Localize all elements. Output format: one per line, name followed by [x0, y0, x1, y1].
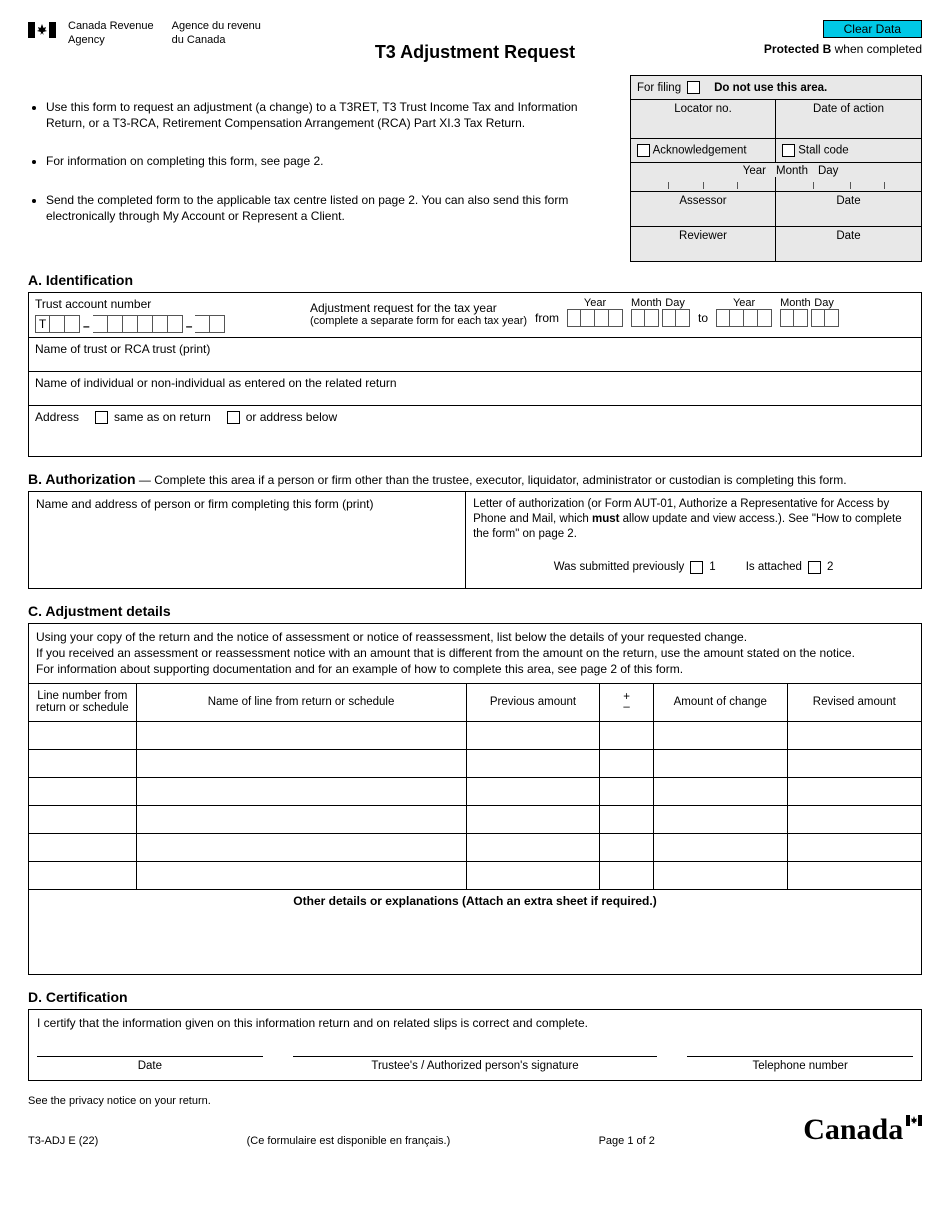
do-not-use-label: Do not use this area. [714, 82, 827, 94]
th-name: Name of line from return or schedule [136, 684, 466, 722]
section-a-heading: A. Identification [28, 272, 922, 288]
section-b-heading: B. Authorization — Complete this area if… [28, 471, 922, 487]
name-of-trust-field[interactable]: Name of trust or RCA trust (print) [29, 338, 921, 372]
th-pm: +– [600, 684, 654, 722]
locator-label: Locator no. [631, 100, 776, 138]
fb-day-label: Day [818, 165, 838, 177]
th-line: Line number from return or schedule [29, 684, 136, 722]
to-md-input[interactable] [780, 309, 839, 327]
from-md-input[interactable] [631, 309, 690, 327]
auth-name-address-field[interactable]: Name and address of person or firm compl… [29, 492, 466, 588]
name-of-trust-label: Name of trust or RCA trust (print) [35, 342, 915, 356]
stall-checkbox[interactable] [782, 144, 795, 157]
reviewer-date-label: Date [776, 227, 921, 261]
bullet-1: Use this form to request an adjustment (… [46, 99, 616, 131]
french-note: (Ce formulaire est disponible en françai… [247, 1135, 451, 1147]
table-row[interactable] [29, 750, 921, 778]
th-revised: Revised amount [787, 684, 921, 722]
protected-b-label: Protected B when completed [764, 42, 922, 56]
table-row[interactable] [29, 862, 921, 890]
table-row[interactable] [29, 806, 921, 834]
table-row[interactable] [29, 778, 921, 806]
address-label: Address [35, 410, 79, 424]
for-filing-checkbox[interactable] [687, 81, 700, 94]
adj-request-label: Adjustment request for the tax year [310, 301, 527, 315]
same-as-return-label: same as on return [114, 410, 211, 424]
reviewer-label: Reviewer [631, 227, 776, 261]
ack-label: Acknowledgement [653, 145, 747, 157]
canada-flag-icon [28, 22, 56, 38]
clear-data-button[interactable]: Clear Data [823, 20, 922, 38]
certify-text: I certify that the information given on … [37, 1016, 913, 1030]
agency-en-2: Agency [68, 34, 154, 48]
section-d-heading: D. Certification [28, 989, 922, 1005]
agency-names: Canada Revenue Agency Agence du revenu d… [68, 20, 261, 48]
trust-acct-label: Trust account number [35, 297, 290, 311]
privacy-notice: See the privacy notice on your return. [28, 1095, 922, 1107]
telephone-field[interactable]: Telephone number [687, 1056, 913, 1072]
intro-row: Use this form to request an adjustment (… [28, 75, 922, 262]
authorization-box: Name and address of person or firm compl… [28, 491, 922, 589]
agency-fr-1: Agence du revenu [172, 20, 261, 34]
from-year-input[interactable] [567, 309, 623, 327]
adjustment-instructions: Using your copy of the return and the no… [29, 624, 921, 684]
agency-logo-block: Canada Revenue Agency Agence du revenu d… [28, 20, 261, 48]
bullet-3: Send the completed form to the applicabl… [46, 192, 616, 224]
table-row[interactable] [29, 722, 921, 750]
page-number: Page 1 of 2 [599, 1135, 655, 1147]
address-below-checkbox[interactable] [227, 411, 240, 424]
footer: T3-ADJ E (22) (Ce formulaire est disponi… [28, 1113, 922, 1147]
th-change: Amount of change [653, 684, 787, 722]
page: Canada Revenue Agency Agence du revenu d… [0, 0, 950, 1157]
from-label: from [535, 311, 559, 327]
auth-name-label: Name and address of person or firm compl… [36, 497, 458, 511]
date-field[interactable]: Date [37, 1056, 263, 1072]
fb-month-label: Month [776, 165, 808, 177]
complete-separate-label: (complete a separate form for each tax y… [310, 315, 527, 327]
identification-box: Trust account number T – – Adjustment re… [28, 292, 922, 457]
filing-box: For filing Do not use this area. Locator… [630, 75, 922, 262]
signature-field[interactable]: Trustee's / Authorized person's signatur… [293, 1056, 658, 1072]
fb-md-ticks[interactable] [776, 177, 921, 191]
bullet-2: For information on completing this form,… [46, 153, 616, 169]
to-year-input[interactable] [716, 309, 772, 327]
canada-wordmark: Canada [803, 1113, 922, 1147]
same-as-return-checkbox[interactable] [95, 411, 108, 424]
assessor-label: Assessor [631, 192, 776, 226]
was-submitted-checkbox[interactable] [690, 561, 703, 574]
address-field[interactable]: Address same as on return or address bel… [29, 406, 921, 456]
adjustment-table: Line number from return or schedule Name… [29, 684, 921, 891]
to-label: to [698, 311, 708, 327]
address-below-label: or address below [246, 410, 337, 424]
is-attached-checkbox[interactable] [808, 561, 821, 574]
section-c-heading: C. Adjustment details [28, 603, 922, 619]
date-action-label: Date of action [776, 100, 921, 138]
intro-bullets: Use this form to request an adjustment (… [28, 75, 616, 246]
adjustment-box: Using your copy of the return and the no… [28, 623, 922, 975]
th-prev: Previous amount [466, 684, 600, 722]
agency-en-1: Canada Revenue [68, 20, 154, 34]
assessor-date-label: Date [776, 192, 921, 226]
trust-acct-input[interactable]: T – – [35, 313, 290, 333]
fb-year-label: Year [637, 165, 776, 177]
agency-fr-2: du Canada [172, 34, 261, 48]
for-filing-label: For filing [637, 82, 681, 94]
name-individual-field[interactable]: Name of individual or non-individual as … [29, 372, 921, 406]
ack-checkbox[interactable] [637, 144, 650, 157]
other-details-label: Other details or explanations (Attach an… [29, 890, 921, 912]
certification-box: I certify that the information given on … [28, 1009, 922, 1081]
form-id: T3-ADJ E (22) [28, 1135, 98, 1147]
fb-year-ticks[interactable] [631, 177, 775, 191]
table-row[interactable] [29, 834, 921, 862]
was-submitted-label: Was submitted previously [554, 560, 685, 575]
explanation-field[interactable] [29, 912, 921, 974]
name-individual-label: Name of individual or non-individual as … [35, 376, 915, 390]
stall-label: Stall code [798, 145, 849, 157]
is-attached-label: Is attached [746, 560, 802, 575]
